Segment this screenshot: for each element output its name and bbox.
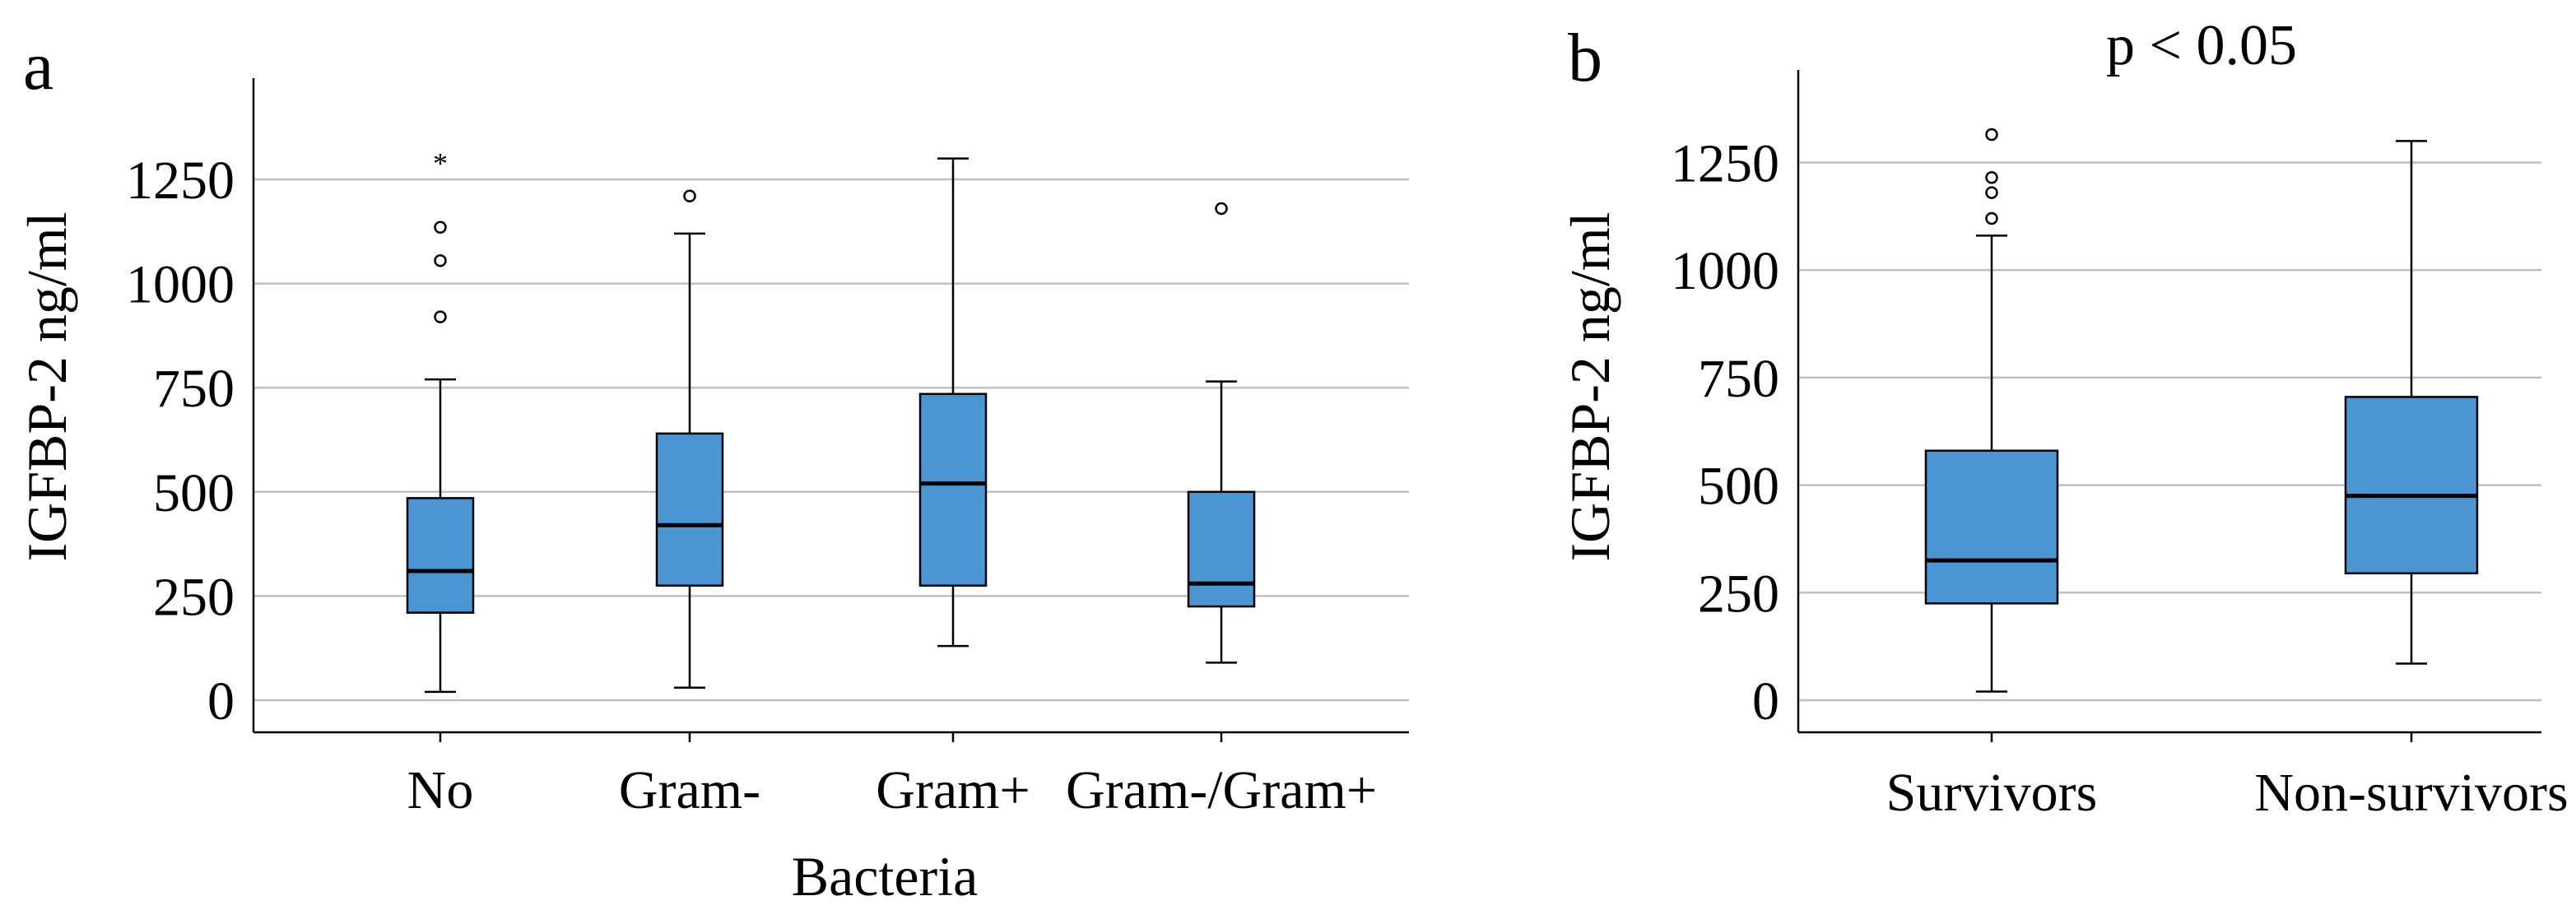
panel-a-y-tick-label-250: 250: [153, 567, 235, 627]
panel-a-y-tick-label-1000: 1000: [126, 255, 235, 315]
panel-b-1-category-label: Non-survivors: [2254, 763, 2568, 823]
p-value-annotation: p < 0.05: [2106, 14, 2297, 77]
panel-a-0-outlier-0: [434, 310, 447, 323]
panel-a-2-box: [918, 392, 988, 587]
panel-b-y-tick-label-750: 750: [1698, 349, 1779, 409]
panel-a-1-outlier-0: [683, 189, 696, 203]
panel-a-y-tick-label-1250: 1250: [126, 151, 235, 211]
panel-a-3-box: [1187, 490, 1256, 608]
panel-a-0-outlier-2: [434, 221, 447, 234]
panel-a-1-box: [655, 432, 724, 587]
panel-a-1-category-label: Gram-: [619, 760, 760, 820]
panel-a-3-category-label: Gram-/Gram+: [1066, 760, 1377, 820]
panel-a-3-outlier-0: [1215, 202, 1228, 216]
panel-a-y-tick-label-750: 750: [153, 359, 235, 419]
panel-b-0-category-label: Survivors: [1886, 763, 2098, 823]
panel-a-y-axis-title: IGFBP-2 ng/ml: [16, 211, 78, 561]
panel-b-y-tick-label-500: 500: [1698, 457, 1779, 517]
panel-a-label: a: [23, 28, 53, 104]
panel-b-0-outlier-0: [1985, 211, 1998, 225]
panel-b-0-outlier-3: [1985, 128, 1998, 142]
panel-b-y-tick-label-1250: 1250: [1671, 134, 1779, 194]
panel-a-0-category-label: No: [407, 760, 474, 820]
panel-b-0-outlier-1: [1985, 186, 1998, 199]
panel-a-0-box: [406, 497, 475, 614]
panel-b-y-tick-label-1000: 1000: [1671, 241, 1779, 301]
panel-a-0-outlier-1: [434, 253, 447, 267]
panel-b-0-box: [1924, 449, 2059, 605]
panel-a-2-category-label: Gram+: [876, 760, 1030, 820]
panel-a-y-tick-label-500: 500: [153, 463, 235, 523]
panel-a-x-axis-title: Bacteria: [792, 845, 979, 908]
panel-b-y-axis-title: IGFBP-2 ng/ml: [1559, 211, 1621, 561]
panel-a: a IGFBP-2 ng/ml Bacteria 0 250 500 750 1000 1…: [16, 28, 1409, 908]
panel-b-y-tick-label-0: 0: [1752, 671, 1779, 731]
panel-b-1-box: [2344, 396, 2479, 575]
panel-a-0-extreme-0: *: [433, 147, 448, 180]
panel-b: b p < 0.05 IGFBP-2 ng/ml 0 250 500 750 1000 1…: [1559, 14, 2569, 823]
panel-a-y-tick-label-0: 0: [207, 671, 235, 731]
panel-b-y-tick-label-250: 250: [1698, 564, 1779, 624]
panel-b-0-outlier-2: [1985, 171, 1998, 184]
panel-b-label: b: [1568, 20, 1602, 96]
